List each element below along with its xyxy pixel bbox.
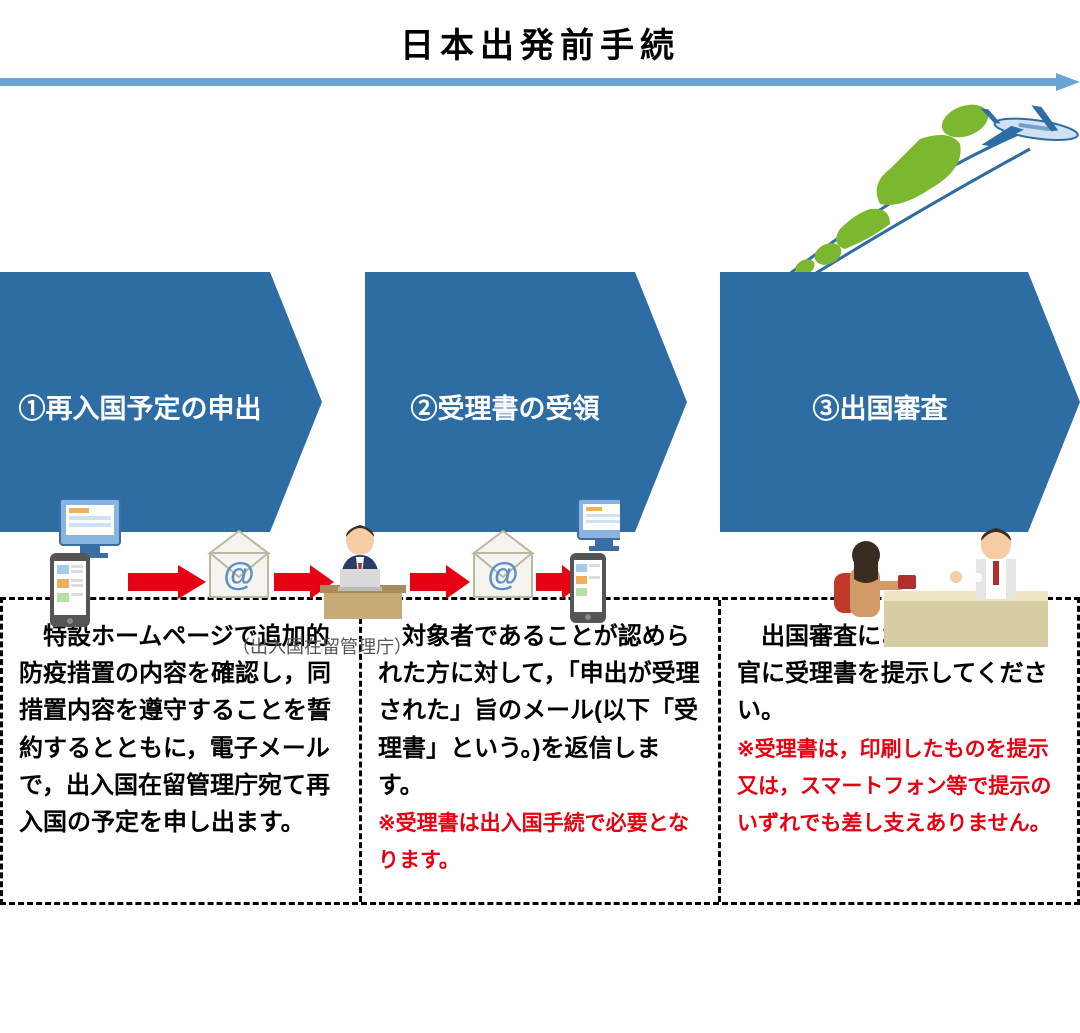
svg-text:@: @ (487, 556, 518, 592)
email-at-icon: @ (474, 531, 532, 597)
page-title: 日本出発前手続 (0, 0, 1080, 73)
step-label-3: ③出国審査 (720, 387, 1040, 426)
smartphone-icon (50, 553, 90, 627)
japan-map-plane-icon (750, 89, 1080, 299)
steps-region: ①再入国予定の申出 ②受理書の受領 ③出国審査 (0, 87, 1080, 597)
immigration-counter-icon (830, 521, 1050, 649)
description-note: ※受理書は出入国手続で必要となります。 (378, 812, 689, 872)
step-label-2: ②受理書の受領 (365, 387, 645, 426)
description-text: 対象者であることが認められた方に対して，「申出が受理された」旨のメール(以下「受… (378, 623, 700, 799)
email-flow-icon: @ (50, 499, 620, 639)
agency-caption: （出入国在留管理庁） (232, 633, 412, 659)
email-at-icon: @ (210, 531, 268, 597)
description-note: ※受理書は，印刷したものを提示又は，スマートフォン等で提示のいずれでも差し支えあ… (737, 738, 1051, 835)
smartphone-icon (570, 553, 606, 623)
description-col-2: 対象者であることが認められた方に対して，「申出が受理された」旨のメール(以下「受… (359, 600, 718, 902)
monitor-icon (578, 499, 620, 551)
red-arrow-icon (128, 565, 206, 599)
step-label-1: ①再入国予定の申出 (0, 387, 280, 426)
svg-text:@: @ (223, 556, 254, 592)
officer-icon (320, 525, 406, 619)
monitor-icon (60, 499, 120, 558)
timeline-arrow (0, 73, 1080, 87)
red-arrow-icon (410, 565, 470, 599)
